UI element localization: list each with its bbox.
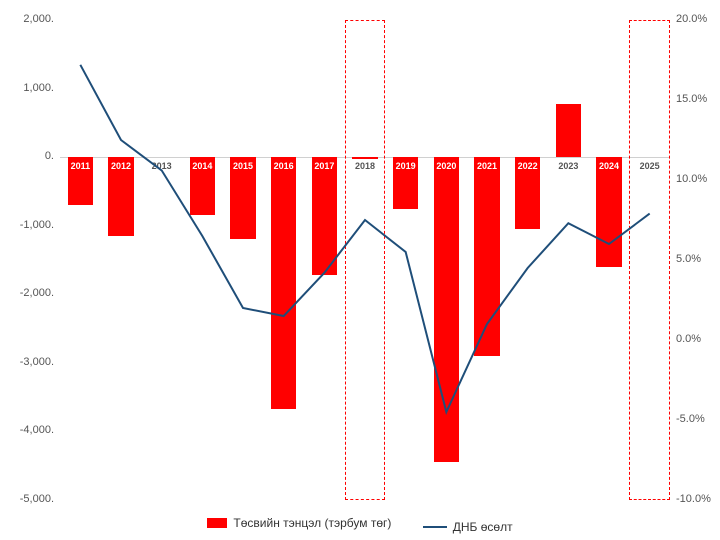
y-left-tick: -1,000. (4, 219, 54, 231)
y-left-tick: -5,000. (4, 493, 54, 505)
plot-area: -5,000.-4,000.-3,000.-2,000.-1,000.0.1,0… (60, 20, 670, 500)
y-right-tick: -5.0% (676, 413, 705, 425)
y-right-tick: 10.0% (676, 173, 707, 185)
y-left-tick: -4,000. (4, 424, 54, 436)
legend-label-budget: Төсвийн тэнцэл (тэрбум төг) (233, 516, 391, 530)
y-left-tick: 2,000. (4, 13, 54, 25)
y-right-tick: 20.0% (676, 13, 707, 25)
legend-swatch-line (423, 526, 447, 528)
y-right-tick: 15.0% (676, 93, 707, 105)
y-left-tick: 1,000. (4, 82, 54, 94)
legend: Төсвийн тэнцэл (тэрбум төг) ДНБ өсөлт (0, 516, 720, 534)
legend-item-gdp: ДНБ өсөлт (423, 520, 513, 534)
legend-item-budget: Төсвийн тэнцэл (тэрбум төг) (207, 516, 391, 530)
y-right-tick: -10.0% (676, 493, 711, 505)
y-left-tick: 0. (4, 150, 54, 162)
y-left-tick: -3,000. (4, 356, 54, 368)
gdp-line (60, 20, 670, 500)
y-left-tick: -2,000. (4, 287, 54, 299)
y-right-tick: 0.0% (676, 333, 701, 345)
legend-label-gdp: ДНБ өсөлт (453, 520, 513, 534)
y-right-tick: 5.0% (676, 253, 701, 265)
legend-swatch-bar (207, 518, 227, 528)
budget-gdp-chart: -5,000. -4,000. -3,000. -2,000. -1,000. 0. 1,0… (0, 0, 720, 540)
